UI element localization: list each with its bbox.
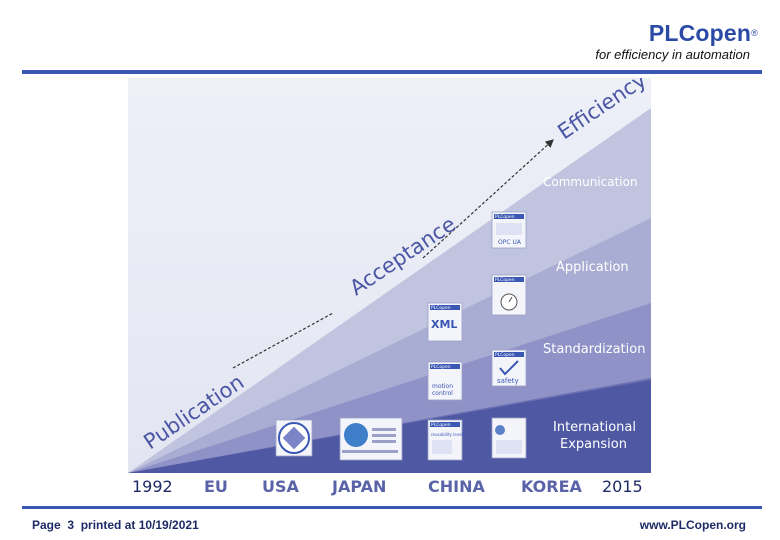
timeline-1992: 1992 bbox=[132, 477, 173, 496]
round-seal-logo bbox=[275, 419, 313, 457]
opc-ua-text: OPC UA bbox=[498, 239, 522, 246]
motion-text-2: control bbox=[432, 390, 453, 397]
xml-logo: PLCopen XML bbox=[427, 302, 463, 342]
brand-header: PLCopen® bbox=[649, 20, 758, 46]
safety-brand: PLCopen bbox=[495, 352, 515, 358]
progress-arrow-1 bbox=[232, 312, 334, 369]
application-brand: PLCopen bbox=[495, 277, 515, 283]
timeline-korea: KOREA bbox=[521, 477, 583, 496]
timeline-2015: 2015 bbox=[602, 477, 643, 496]
brand-logo: PLCopen® bbox=[649, 20, 758, 46]
motion-text-1: motion bbox=[432, 383, 453, 390]
brand-name: PLCopen bbox=[648, 20, 752, 46]
certificate-logo bbox=[339, 417, 403, 461]
reusability-brand: PLCopen bbox=[431, 422, 451, 428]
label-application: Application bbox=[556, 260, 629, 275]
reusability-text: reusability level bbox=[431, 432, 463, 437]
xml-brand: PLCopen bbox=[431, 305, 451, 311]
xml-text: XML bbox=[431, 318, 457, 331]
label-international-1: International bbox=[553, 420, 636, 435]
motion-brand: PLCopen bbox=[431, 364, 451, 370]
timeline-china: CHINA bbox=[428, 477, 485, 496]
checkmark-icon bbox=[499, 360, 519, 376]
label-communication: Communication bbox=[543, 175, 638, 189]
opc-ua-brand: PLCopen bbox=[495, 214, 515, 220]
bottom-divider bbox=[22, 506, 762, 509]
registered-mark: ® bbox=[751, 28, 758, 38]
safety-logo: PLCopen safety bbox=[491, 349, 527, 387]
progress-arrow-2 bbox=[422, 139, 554, 259]
certification-logo bbox=[491, 417, 527, 459]
timeline-japan: JAPAN bbox=[331, 477, 386, 496]
opc-ua-logo: PLCopen OPC UA bbox=[491, 211, 527, 249]
label-standardization: Standardization bbox=[543, 342, 645, 357]
timeline-usa: USA bbox=[262, 477, 300, 496]
timeline-band bbox=[128, 473, 651, 498]
reusability-logo: PLCopen reusability level bbox=[427, 419, 463, 461]
label-international-2: Expansion bbox=[560, 437, 627, 452]
website-link[interactable]: www.PLCopen.org bbox=[639, 518, 746, 532]
motion-control-logo: PLCopen motion control bbox=[427, 361, 463, 401]
timeline-eu: EU bbox=[204, 477, 228, 496]
page-info: Page 3 printed at 10/19/2021 bbox=[32, 518, 199, 532]
top-divider bbox=[22, 70, 762, 74]
layered-wedge-diagram: Publication Acceptance Efficiency Commun… bbox=[128, 68, 651, 498]
safety-text: safety bbox=[497, 377, 519, 385]
evolution-figure: Publication Acceptance Efficiency Commun… bbox=[128, 68, 651, 498]
brand-tagline: for efficiency in automation bbox=[595, 47, 750, 62]
application-logo: PLCopen bbox=[491, 274, 527, 316]
